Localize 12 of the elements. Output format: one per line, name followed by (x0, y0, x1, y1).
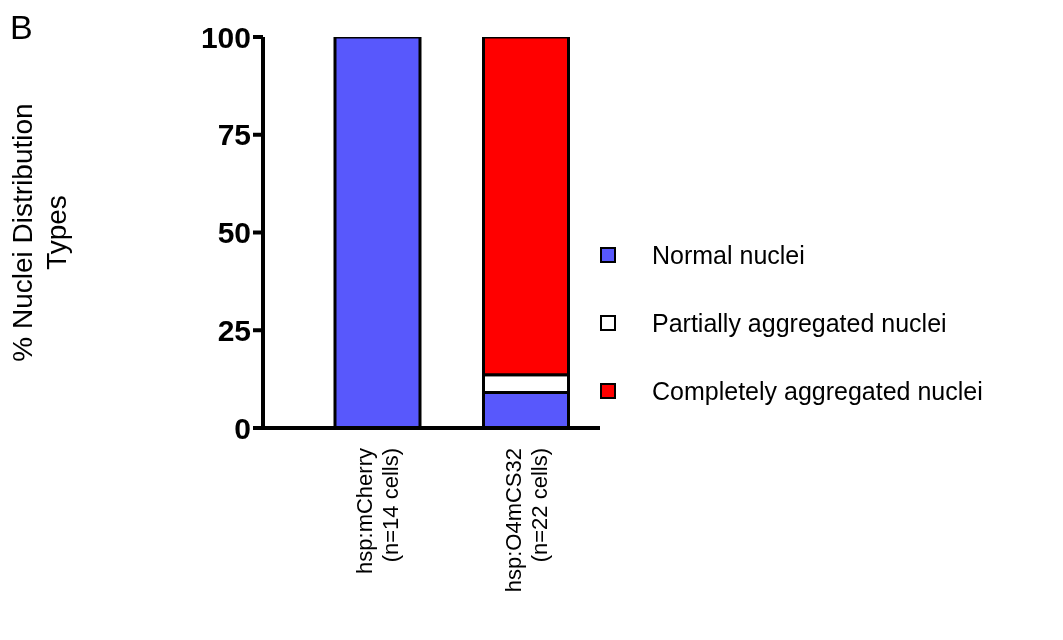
x-tick-label: hsp:O4mCS32 (n=22 cells) (500, 448, 552, 593)
legend-label: Partially aggregated nuclei (652, 308, 947, 338)
x-tick-label: hsp:mCherry (n=14 cells) (352, 448, 404, 574)
text: B (10, 8, 33, 47)
y-axis-title: % Nuclei Distribution Types (7, 103, 72, 362)
legend-label: Normal nuclei (652, 240, 805, 270)
y-tick-label: 75 (217, 118, 251, 152)
y-tick-label: 0 (234, 411, 251, 445)
legend-label: Completely aggregated nuclei (652, 376, 983, 406)
y-tick-label: 25 (217, 313, 251, 347)
y-tick-label: 50 (217, 216, 251, 250)
y-tick-label: 100 (200, 20, 251, 54)
